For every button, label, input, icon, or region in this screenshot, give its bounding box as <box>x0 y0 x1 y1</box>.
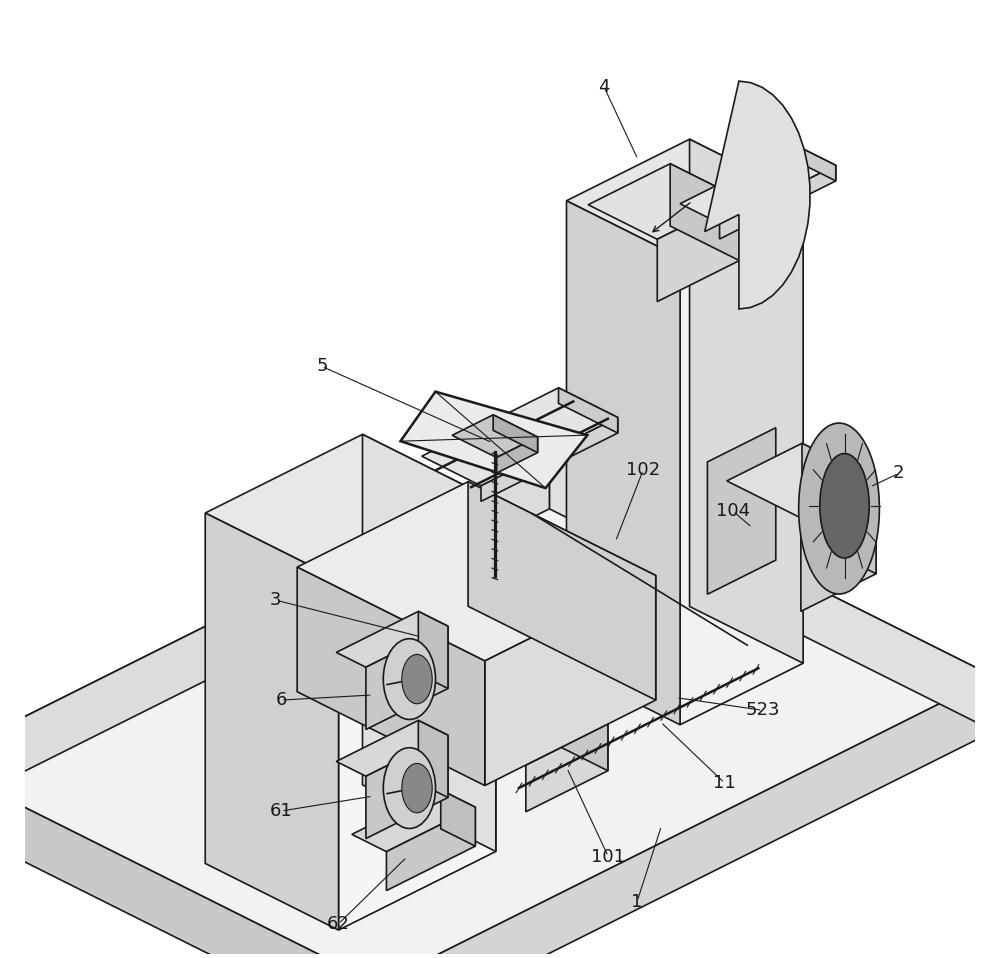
Polygon shape <box>205 513 339 930</box>
Polygon shape <box>588 164 739 240</box>
Polygon shape <box>680 146 836 223</box>
Polygon shape <box>558 388 618 433</box>
Polygon shape <box>400 392 587 489</box>
Polygon shape <box>690 139 803 663</box>
Polygon shape <box>0 762 378 958</box>
Text: 5: 5 <box>316 357 328 376</box>
Text: 2: 2 <box>893 465 905 482</box>
Text: 102: 102 <box>626 461 660 479</box>
Polygon shape <box>336 720 448 776</box>
Polygon shape <box>796 146 836 181</box>
Ellipse shape <box>402 764 432 812</box>
Polygon shape <box>566 139 803 258</box>
Polygon shape <box>481 418 618 501</box>
Polygon shape <box>485 576 656 786</box>
Polygon shape <box>566 201 680 725</box>
Polygon shape <box>493 415 538 452</box>
Ellipse shape <box>383 748 436 829</box>
Polygon shape <box>657 198 739 302</box>
Polygon shape <box>441 790 475 846</box>
Polygon shape <box>707 427 776 594</box>
Polygon shape <box>452 415 538 458</box>
Polygon shape <box>205 434 496 580</box>
Text: 1: 1 <box>631 893 643 910</box>
Polygon shape <box>727 444 876 518</box>
Polygon shape <box>549 454 994 731</box>
Polygon shape <box>0 454 549 816</box>
Polygon shape <box>362 434 496 852</box>
Polygon shape <box>0 454 994 958</box>
Text: 101: 101 <box>591 848 625 866</box>
Polygon shape <box>670 164 739 261</box>
Text: 523: 523 <box>745 701 780 719</box>
Polygon shape <box>549 695 608 771</box>
Polygon shape <box>720 166 836 239</box>
Polygon shape <box>468 482 656 700</box>
Polygon shape <box>418 611 448 689</box>
Polygon shape <box>336 611 448 667</box>
Polygon shape <box>297 482 656 661</box>
Polygon shape <box>352 790 475 852</box>
Polygon shape <box>339 501 496 930</box>
Polygon shape <box>705 81 810 309</box>
Polygon shape <box>497 437 538 473</box>
Text: 104: 104 <box>716 502 750 520</box>
Polygon shape <box>366 735 448 838</box>
Polygon shape <box>378 676 994 958</box>
Ellipse shape <box>402 654 432 704</box>
Ellipse shape <box>820 453 869 558</box>
Polygon shape <box>418 720 448 797</box>
Polygon shape <box>467 695 608 765</box>
Text: 4: 4 <box>598 78 610 96</box>
Polygon shape <box>422 388 618 486</box>
Text: 62: 62 <box>327 915 350 933</box>
Polygon shape <box>297 567 485 786</box>
Text: 3: 3 <box>270 591 282 609</box>
Text: 6: 6 <box>276 691 287 709</box>
Polygon shape <box>801 480 876 611</box>
Ellipse shape <box>799 423 879 594</box>
Text: 61: 61 <box>270 802 293 820</box>
Polygon shape <box>802 444 876 574</box>
Polygon shape <box>526 724 608 811</box>
Ellipse shape <box>383 639 436 719</box>
Polygon shape <box>680 196 803 725</box>
Text: 11: 11 <box>713 774 736 792</box>
Polygon shape <box>366 627 448 730</box>
Polygon shape <box>386 808 475 891</box>
